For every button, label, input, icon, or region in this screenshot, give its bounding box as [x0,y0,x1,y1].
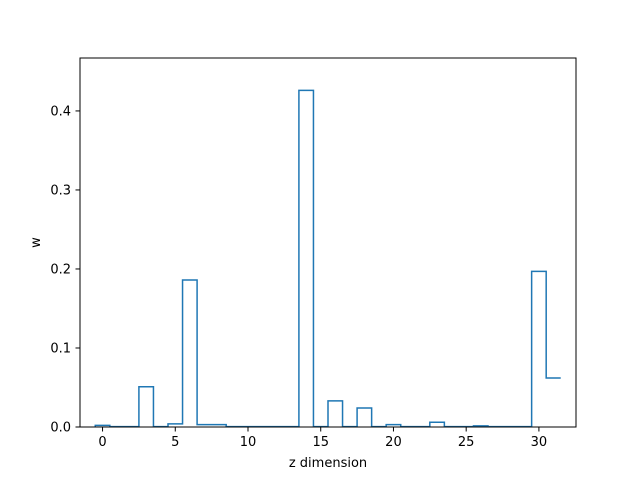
x-tick-label: 15 [312,435,329,450]
x-tick-label: 10 [240,435,257,450]
x-tick-label: 25 [458,435,475,450]
y-tick-label: 0.2 [50,262,71,277]
y-tick-label: 0.3 [50,183,71,198]
x-tick-label: 0 [98,435,106,450]
x-tick-label: 20 [385,435,402,450]
ticks-layer: 0 5 10 15 20 25 30 0.0 0.1 0.2 0.3 0.4 [50,104,547,450]
y-tick-label: 0.0 [50,421,71,436]
y-tick-label: 0.4 [50,104,71,119]
y-tick-label: 0.1 [50,341,71,356]
y-axis-label: w [29,237,44,248]
x-axis-label: z dimension [289,456,367,471]
x-tick-label: 30 [531,435,548,450]
plot-area [80,58,576,427]
plot-frame [79,57,577,428]
x-tick-label: 5 [171,435,179,450]
